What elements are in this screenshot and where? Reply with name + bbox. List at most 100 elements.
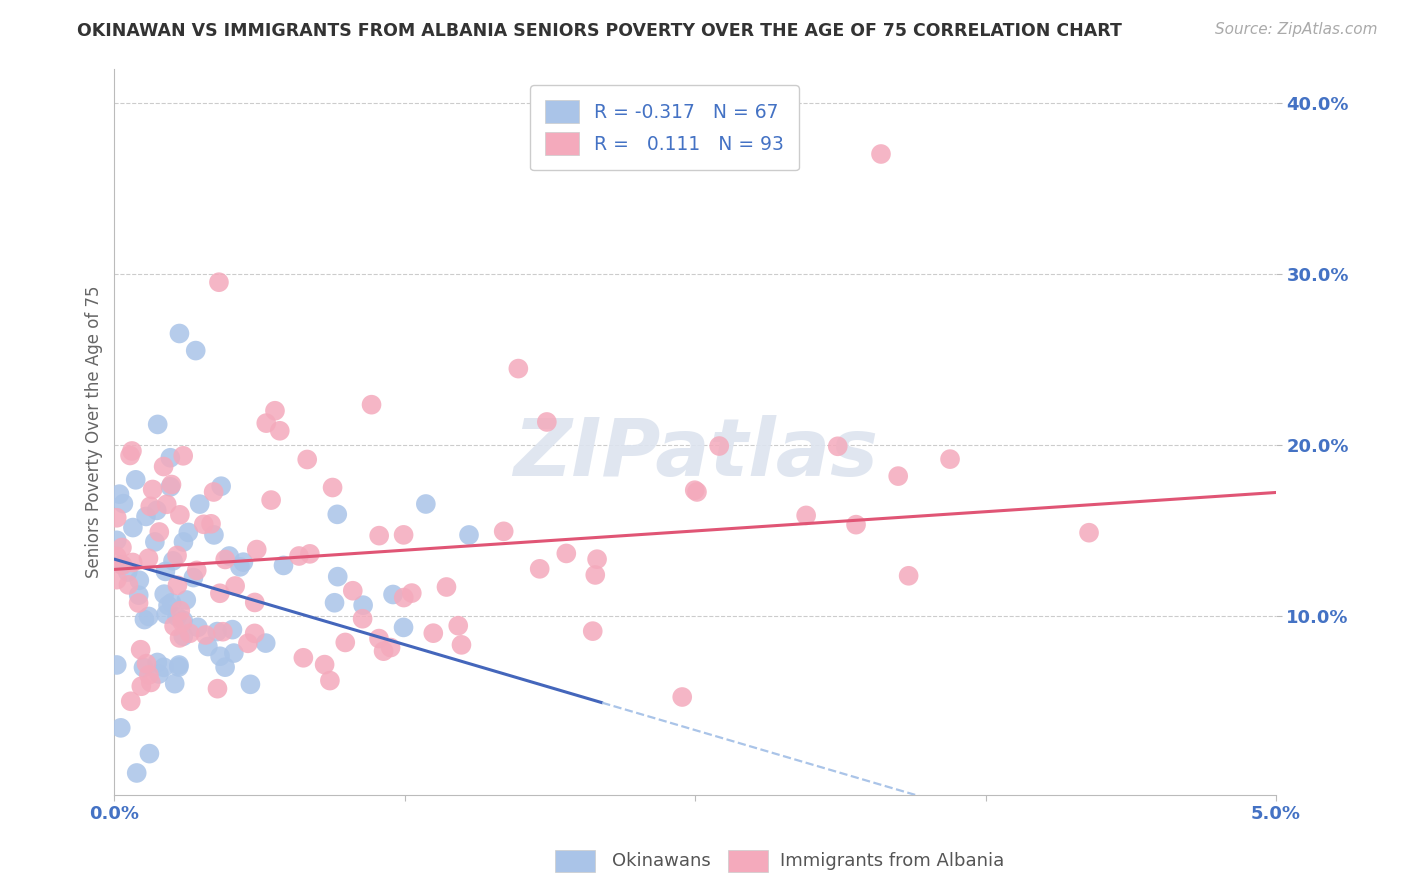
Point (292, 650, 315, 665)
Point (211, 624, 233, 639)
Point (205, 624, 228, 639)
Point (110, 558, 132, 572)
Point (269, 424, 291, 438)
Point (897, 568, 920, 582)
Point (197, 640, 219, 654)
Point (709, 439, 731, 453)
Point (129, 642, 152, 657)
Point (159, 450, 181, 465)
Point (536, 415, 558, 429)
Point (392, 620, 415, 634)
Point (179, 626, 201, 640)
Point (260, 493, 283, 508)
Point (373, 644, 395, 658)
Point (683, 483, 706, 498)
Point (342, 583, 364, 598)
Point (142, 483, 165, 497)
Point (208, 275, 231, 289)
Point (243, 595, 266, 609)
Point (583, 568, 606, 582)
Point (264, 403, 287, 417)
Point (214, 552, 236, 566)
Point (139, 500, 162, 514)
Text: Okinawans: Okinawans (612, 852, 710, 870)
Point (794, 508, 817, 523)
Point (194, 628, 217, 642)
Point (122, 520, 145, 534)
Point (183, 571, 205, 585)
Point (177, 525, 200, 540)
Point (169, 326, 191, 341)
Point (166, 578, 188, 592)
Point (125, 766, 148, 780)
Point (671, 690, 693, 704)
Point (172, 615, 194, 629)
Point (392, 591, 415, 605)
Point (138, 668, 160, 682)
Point (450, 638, 472, 652)
Point (153, 587, 176, 601)
Point (148, 667, 170, 681)
Text: OKINAWAN VS IMMIGRANTS FROM ALBANIA SENIORS POVERTY OVER THE AGE OF 75 CORRELATI: OKINAWAN VS IMMIGRANTS FROM ALBANIA SENI… (77, 22, 1122, 40)
Point (232, 555, 254, 569)
Point (105, 549, 128, 564)
Point (254, 636, 277, 650)
Point (586, 552, 609, 566)
Point (120, 694, 142, 708)
Point (167, 658, 190, 673)
Point (121, 556, 143, 570)
Point (492, 524, 515, 539)
Point (222, 646, 245, 660)
Point (172, 535, 194, 549)
Point (184, 343, 207, 358)
Point (172, 629, 194, 643)
Point (582, 624, 605, 639)
Point (146, 656, 169, 670)
Point (458, 528, 481, 542)
Point (202, 485, 225, 500)
Point (146, 417, 169, 432)
Point (368, 528, 391, 542)
Point (218, 549, 240, 563)
Point (686, 485, 709, 500)
Point (153, 660, 176, 674)
Point (169, 604, 191, 618)
Point (167, 660, 190, 674)
Point (172, 613, 194, 627)
Point (288, 549, 311, 563)
Text: ZIPatlas: ZIPatlas (513, 415, 877, 492)
Point (118, 449, 141, 463)
Point (229, 559, 252, 574)
Point (172, 449, 194, 463)
Point (188, 497, 211, 511)
Point (322, 481, 344, 495)
Point (323, 596, 346, 610)
Point (111, 558, 134, 573)
Point (415, 497, 437, 511)
Point (295, 452, 318, 467)
Point (870, 147, 893, 161)
Point (319, 673, 342, 688)
Point (139, 675, 162, 690)
Point (138, 551, 160, 566)
Point (246, 542, 269, 557)
Point (128, 596, 150, 610)
Point (128, 588, 150, 602)
Point (112, 497, 135, 511)
Point (105, 573, 128, 587)
Point (1078, 525, 1101, 540)
Point (208, 586, 231, 600)
Point (117, 578, 139, 592)
Point (254, 416, 277, 430)
Point (157, 599, 180, 613)
Point (314, 657, 336, 672)
Point (121, 444, 143, 458)
Point (326, 569, 349, 583)
Point (939, 452, 962, 467)
Point (368, 632, 391, 646)
Point (105, 657, 128, 672)
Point (138, 609, 160, 624)
Point (163, 676, 186, 690)
Point (243, 626, 266, 640)
Point (110, 721, 132, 735)
